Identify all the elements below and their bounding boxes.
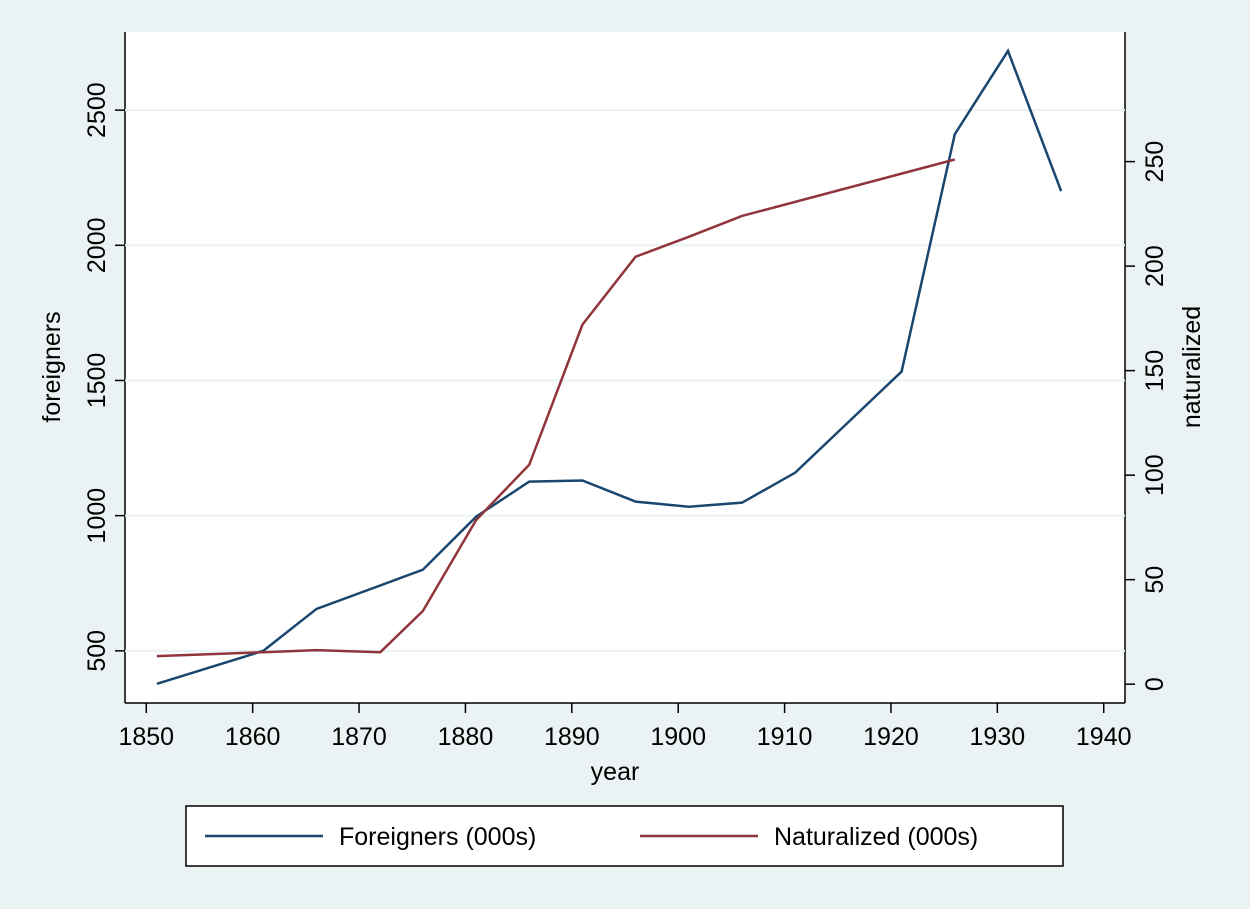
x-tick-label: 1870: [331, 723, 387, 751]
plot-area: [125, 32, 1125, 703]
x-tick-label: 1890: [544, 723, 600, 751]
x-tick-label: 1910: [757, 723, 813, 751]
y-tick-label: 500: [83, 630, 111, 672]
y2-tick-label: 250: [1141, 141, 1169, 183]
y2-tick-label: 0: [1141, 677, 1169, 691]
y-tick-label: 1000: [83, 488, 111, 544]
y2-tick-label: 150: [1141, 350, 1169, 392]
legend-label: Foreigners (000s): [339, 823, 536, 851]
x-axis-title: year: [591, 758, 640, 786]
series-line: [156, 158, 956, 658]
y-tick-label: 1500: [83, 353, 111, 409]
y-tick-label: 2000: [83, 217, 111, 273]
x-tick-label: 1900: [650, 723, 706, 751]
y2-axis-title: naturalized: [1178, 306, 1206, 428]
x-tick-label: 1920: [863, 723, 919, 751]
x-tick-label: 1940: [1076, 723, 1132, 751]
legend: [185, 805, 1064, 867]
x-tick-label: 1880: [438, 723, 494, 751]
y-tick-label: 2500: [83, 82, 111, 138]
series-line: [156, 48, 1063, 685]
x-tick-label: 1850: [118, 723, 174, 751]
y2-tick-label: 100: [1141, 454, 1169, 496]
y-axis-title: foreigners: [38, 311, 66, 422]
x-tick-label: 1930: [970, 723, 1026, 751]
legend-label: Naturalized (000s): [774, 823, 978, 851]
x-tick-label: 1860: [225, 723, 281, 751]
y2-tick-label: 50: [1141, 566, 1169, 594]
y2-tick-label: 200: [1141, 245, 1169, 287]
